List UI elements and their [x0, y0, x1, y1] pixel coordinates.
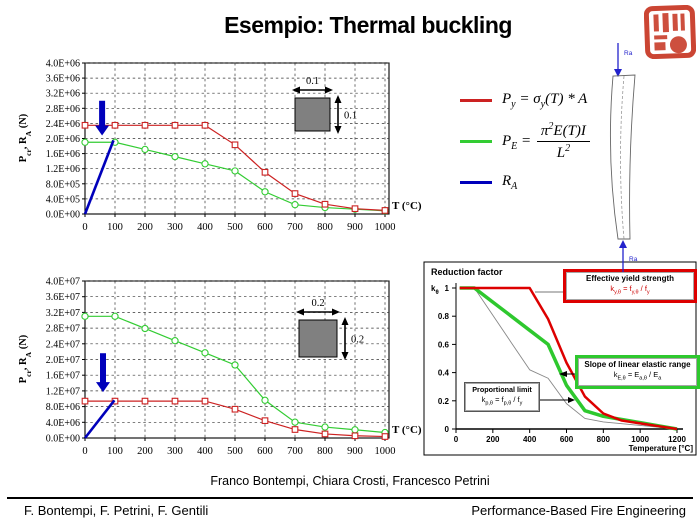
- svg-text:kθ: kθ: [431, 284, 439, 296]
- svg-text:500: 500: [227, 222, 243, 233]
- svg-text:3.2E+07: 3.2E+07: [46, 308, 80, 319]
- py-line-sample: [460, 99, 492, 102]
- svg-text:0.8: 0.8: [438, 312, 450, 321]
- svg-text:0.2: 0.2: [311, 298, 324, 309]
- svg-text:4.0E+06: 4.0E+06: [46, 418, 80, 429]
- buckled-column-diagram: Ra Ra: [609, 43, 638, 272]
- ra-line-sample: [460, 181, 492, 184]
- svg-text:1000: 1000: [375, 222, 396, 233]
- svg-text:300: 300: [167, 446, 183, 457]
- svg-text:0.1: 0.1: [344, 111, 357, 122]
- svg-text:800: 800: [317, 222, 333, 233]
- svg-text:0: 0: [454, 435, 459, 444]
- svg-text:3.6E+07: 3.6E+07: [46, 292, 80, 303]
- pe-formula: PE = π2E(T)I L2: [502, 121, 590, 162]
- svg-text:800: 800: [597, 435, 611, 444]
- svg-text:2.8E+07: 2.8E+07: [46, 324, 80, 335]
- pe-line-sample: [460, 140, 492, 143]
- svg-text:0.2: 0.2: [438, 397, 450, 406]
- svg-text:200: 200: [137, 222, 153, 233]
- svg-text:T (°C): T (°C): [392, 200, 422, 212]
- svg-text:700: 700: [287, 222, 303, 233]
- annotation-slope-linear-elastic: Slope of linear elastic range kE,θ = Ea,…: [575, 355, 700, 389]
- column-centerline: [620, 75, 625, 240]
- svg-text:500: 500: [227, 446, 243, 457]
- svg-text:0.4: 0.4: [438, 369, 450, 378]
- svg-text:1.2E+06: 1.2E+06: [46, 164, 80, 175]
- legend: Py = σy(T) * A PE = π2E(T)I L2 RA: [452, 85, 642, 205]
- svg-text:2.4E+06: 2.4E+06: [46, 119, 80, 130]
- bottom-reaction-label: Ra: [629, 256, 638, 263]
- svg-text:0.0E+00: 0.0E+00: [46, 210, 80, 221]
- svg-text:4.0E+07: 4.0E+07: [46, 277, 80, 288]
- svg-text:600: 600: [560, 435, 574, 444]
- svg-text:0.0E+00: 0.0E+00: [46, 434, 80, 445]
- py-formula: Py = σy(T) * A: [502, 91, 588, 110]
- svg-text:1: 1: [445, 284, 450, 293]
- svg-text:2.4E+07: 2.4E+07: [46, 339, 80, 350]
- svg-text:0: 0: [82, 446, 87, 457]
- svg-text:400: 400: [197, 222, 213, 233]
- reduction-factor-chart: 0 200 400 600 800 1000 1200 0 0.2 0.4 0.6 0.8 1 kθ Re…: [423, 261, 700, 457]
- svg-text:200: 200: [137, 446, 153, 457]
- svg-text:300: 300: [167, 222, 183, 233]
- reduction-chart-title: Reduction factor: [431, 267, 503, 277]
- authors-line: Franco Bontempi, Chiara Crosti, Francesc…: [210, 474, 490, 488]
- svg-text:600: 600: [257, 446, 273, 457]
- legend-item-ra: RA: [460, 173, 517, 192]
- svg-text:2.0E+07: 2.0E+07: [46, 355, 80, 366]
- red-seal-stamp-logo: [644, 5, 696, 59]
- svg-text:2.0E+06: 2.0E+06: [46, 134, 80, 145]
- svg-text:1000: 1000: [631, 435, 649, 444]
- svg-text:1200: 1200: [668, 435, 686, 444]
- svg-text:1.2E+07: 1.2E+07: [46, 386, 80, 397]
- svg-text:700: 700: [287, 446, 303, 457]
- footer-course-title: Performance-Based Fire Engineering: [471, 503, 686, 518]
- svg-text:400: 400: [523, 435, 537, 444]
- svg-text:200: 200: [486, 435, 500, 444]
- legend-item-pe: PE = π2E(T)I L2: [460, 121, 590, 162]
- svg-text:3.2E+06: 3.2E+06: [46, 89, 80, 100]
- footer-authors: F. Bontempi, F. Petrini, F. Gentili: [24, 503, 209, 518]
- svg-text:8.0E+06: 8.0E+06: [46, 402, 80, 413]
- svg-text:T (°C): T (°C): [392, 424, 422, 436]
- svg-text:1000: 1000: [375, 446, 396, 457]
- svg-text:0: 0: [445, 425, 450, 434]
- svg-text:0: 0: [82, 222, 87, 233]
- reduction-chart-xlabel: Temperature [°C]: [628, 444, 693, 453]
- svg-text:900: 900: [347, 222, 363, 233]
- svg-text:400: 400: [197, 446, 213, 457]
- buckling-chart-section-01: 0.0E+00 4.0E+05 8.0E+05 1.2E+06 1.6E+06 2.0E+…: [18, 59, 422, 234]
- svg-text:4.0E+06: 4.0E+06: [46, 59, 80, 70]
- svg-text:0.6: 0.6: [438, 340, 450, 349]
- svg-text:4.0E+05: 4.0E+05: [46, 194, 80, 205]
- svg-text:3.6E+06: 3.6E+06: [46, 74, 80, 85]
- svg-text:0.2: 0.2: [351, 335, 364, 346]
- bottom-reaction-arrow: [619, 240, 627, 272]
- slide-title: Esempio: Thermal buckling: [224, 12, 512, 38]
- svg-text:600: 600: [257, 222, 273, 233]
- top-load-arrow: [614, 43, 622, 77]
- svg-text:100: 100: [107, 222, 123, 233]
- svg-text:800: 800: [317, 446, 333, 457]
- footer-divider: [7, 497, 693, 499]
- svg-text:100: 100: [107, 446, 123, 457]
- annotation-proportional-limit: Proportional limit kp,θ = fp,θ / fy: [464, 382, 540, 412]
- ra-formula: RA: [502, 173, 518, 192]
- annotation-effective-yield-strength: Effective yield strength ky,θ = fy,θ / f…: [563, 269, 697, 303]
- svg-text:2.8E+06: 2.8E+06: [46, 104, 80, 115]
- buckling-chart-section-02: 0.0E+00 4.0E+06 8.0E+06 1.2E+07 1.6E+07 2.0E+…: [18, 277, 422, 458]
- svg-text:0.1: 0.1: [306, 76, 319, 87]
- svg-text:Pcr, RA (N): Pcr, RA (N): [18, 334, 33, 383]
- svg-text:Pcr, RA (N): Pcr, RA (N): [18, 113, 33, 162]
- column-outline: [609, 74, 636, 240]
- legend-item-py: Py = σy(T) * A: [460, 91, 587, 110]
- svg-text:1.6E+06: 1.6E+06: [46, 149, 80, 160]
- top-load-label: Ra: [624, 50, 633, 57]
- svg-text:1.6E+07: 1.6E+07: [46, 371, 80, 382]
- svg-text:900: 900: [347, 446, 363, 457]
- svg-text:8.0E+05: 8.0E+05: [46, 179, 80, 190]
